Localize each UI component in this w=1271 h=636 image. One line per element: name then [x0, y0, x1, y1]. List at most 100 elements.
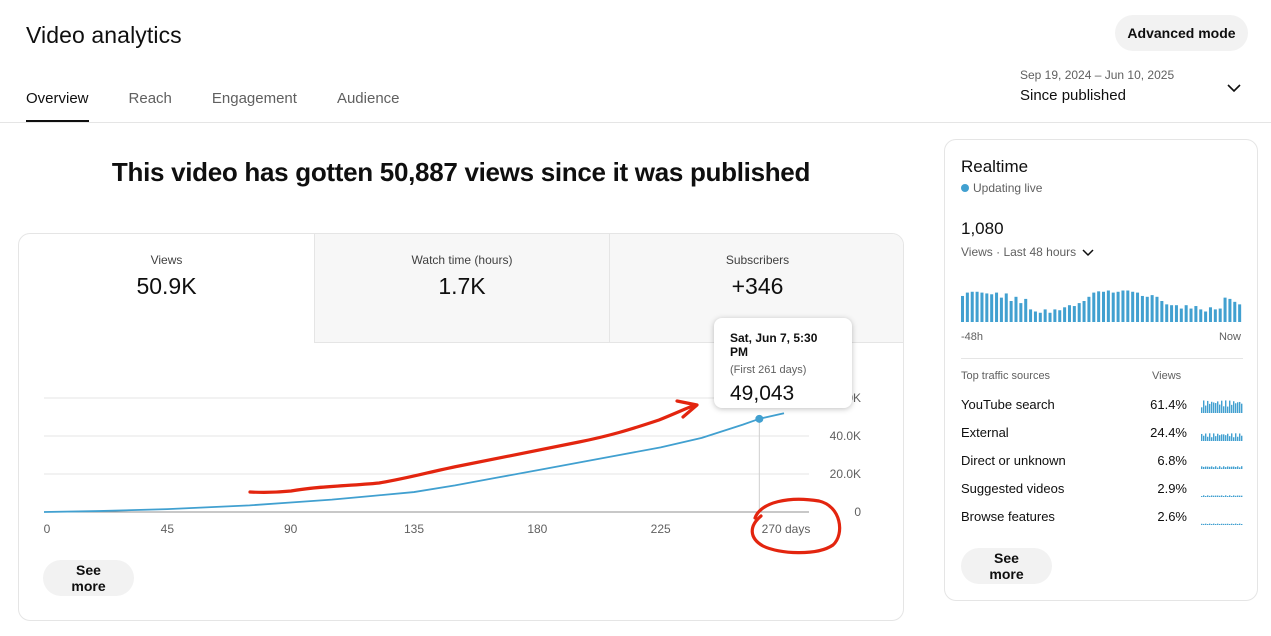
x-tick-label: 180	[527, 522, 547, 536]
sparkline-bar	[1215, 466, 1217, 469]
realtime-bar-chart[interactable]	[961, 280, 1243, 322]
sparkline-bar	[1233, 495, 1235, 497]
sparkline-bar	[1225, 400, 1227, 413]
realtime-divider	[961, 358, 1243, 359]
chart-see-more-button[interactable]: See more	[43, 560, 134, 596]
sparkline-bar	[1225, 467, 1227, 469]
realtime-bar	[1194, 306, 1198, 322]
realtime-bar	[1204, 311, 1208, 322]
sparkline-bar	[1227, 523, 1229, 525]
sparkline-bar	[1219, 435, 1221, 441]
sparkline-bar	[1213, 402, 1215, 413]
sparkline-bar	[1209, 403, 1211, 413]
traffic-source-row[interactable]: External 24.4%	[961, 423, 1243, 443]
sparkline-bar	[1221, 434, 1223, 441]
realtime-bar	[1131, 291, 1135, 322]
traffic-source-name: External	[961, 425, 1009, 440]
sparkline-bar	[1235, 495, 1237, 497]
sparkline-bar	[1241, 495, 1243, 497]
metric-views[interactable]: Views 50.9K	[19, 234, 314, 343]
y-tick-label: 20.0K	[830, 467, 861, 481]
sparkline-bar	[1227, 406, 1229, 413]
sparkline-bar	[1203, 435, 1205, 441]
realtime-bar	[1208, 307, 1212, 322]
sparkline-bar	[1201, 523, 1203, 525]
sparkline-bar	[1217, 401, 1219, 413]
date-range-text: Sep 19, 2024 – Jun 10, 2025	[1020, 68, 1175, 82]
sparkline-bar	[1203, 400, 1205, 413]
tab-audience[interactable]: Audience	[336, 90, 400, 107]
metric-divider	[314, 342, 903, 343]
realtime-see-more-button[interactable]: See more	[961, 548, 1052, 584]
sparkline-bar	[1203, 495, 1205, 497]
traffic-source-name: Suggested videos	[961, 481, 1065, 496]
realtime-bar	[1111, 292, 1115, 322]
tab-reach[interactable]: Reach	[128, 90, 172, 107]
views-series-line	[43, 412, 785, 513]
realtime-bar	[1102, 291, 1106, 322]
realtime-period-selector[interactable]: Views · Last 48 hours	[961, 245, 1095, 259]
sparkline-bar	[1239, 523, 1241, 525]
traffic-source-row[interactable]: YouTube search 61.4%	[961, 395, 1243, 415]
sparkline-bar	[1223, 495, 1225, 497]
realtime-bar	[990, 294, 994, 322]
realtime-bar	[1199, 309, 1203, 322]
tab-overview[interactable]: Overview	[26, 78, 89, 122]
realtime-bar	[1155, 296, 1159, 322]
realtime-status-text: Updating live	[973, 181, 1043, 195]
sparkline-bar	[1225, 523, 1227, 525]
traffic-sparkline	[1201, 495, 1243, 497]
sparkline-bar	[1231, 523, 1233, 525]
realtime-bar	[1116, 291, 1120, 322]
realtime-bar	[1048, 312, 1052, 322]
sparkline-bar	[1215, 403, 1217, 413]
date-range-selector[interactable]: Sep 19, 2024 – Jun 10, 2025 Since publis…	[1020, 66, 1250, 110]
realtime-bar	[961, 295, 965, 322]
traffic-source-pct: 61.4%	[1150, 397, 1187, 412]
live-dot-icon	[961, 184, 969, 192]
sparkline-bar	[1235, 433, 1237, 441]
sparkline-bar	[1221, 495, 1223, 497]
advanced-mode-button[interactable]: Advanced mode	[1115, 15, 1248, 51]
sparkline-bar	[1237, 436, 1239, 441]
y-tick-label: 0	[854, 505, 861, 519]
sparkline-bar	[1213, 433, 1215, 441]
sparkline-bar	[1217, 467, 1219, 469]
realtime-bar	[1145, 296, 1149, 322]
realtime-bar	[1092, 292, 1096, 322]
header-divider	[0, 122, 1271, 123]
traffic-source-pct: 2.6%	[1157, 509, 1187, 524]
sparkline-bar	[1219, 404, 1221, 413]
tab-engagement[interactable]: Engagement	[211, 90, 297, 107]
realtime-title: Realtime	[961, 157, 1029, 176]
x-tick-label: 270 days	[762, 522, 811, 536]
realtime-bar	[1077, 303, 1081, 322]
sparkline-bar	[1229, 436, 1231, 441]
sparkline-bar	[1219, 495, 1221, 497]
traffic-source-pct: 6.8%	[1157, 453, 1187, 468]
traffic-source-row[interactable]: Suggested videos 2.9%	[961, 479, 1243, 499]
sparkline-bar	[1211, 437, 1213, 441]
metric-watch-time[interactable]: Watch time (hours) 1.7K	[314, 234, 609, 343]
sparkline-bar	[1221, 400, 1223, 413]
metric-subscribers-value: +346	[731, 273, 784, 299]
realtime-bar	[1004, 293, 1008, 322]
sparkline-bar	[1215, 524, 1217, 525]
traffic-source-row[interactable]: Browse features 2.6%	[961, 507, 1243, 527]
realtime-bar	[1024, 298, 1028, 322]
x-tick-label: 90	[284, 522, 298, 536]
realtime-axis-end: Now	[1218, 331, 1241, 343]
sparkline-bar	[1209, 466, 1211, 469]
traffic-source-row[interactable]: Direct or unknown 6.8%	[961, 451, 1243, 471]
realtime-bar	[1072, 306, 1076, 322]
sparkline-bar	[1237, 524, 1239, 525]
realtime-bar	[1067, 305, 1071, 322]
sparkline-bar	[1207, 400, 1209, 413]
sparkline-bar	[1239, 495, 1241, 497]
realtime-bar	[1238, 304, 1242, 322]
sparkline-bar	[1235, 403, 1237, 413]
realtime-bar	[1019, 303, 1023, 322]
sparkline-bar	[1241, 524, 1243, 525]
realtime-bar	[1189, 308, 1193, 322]
